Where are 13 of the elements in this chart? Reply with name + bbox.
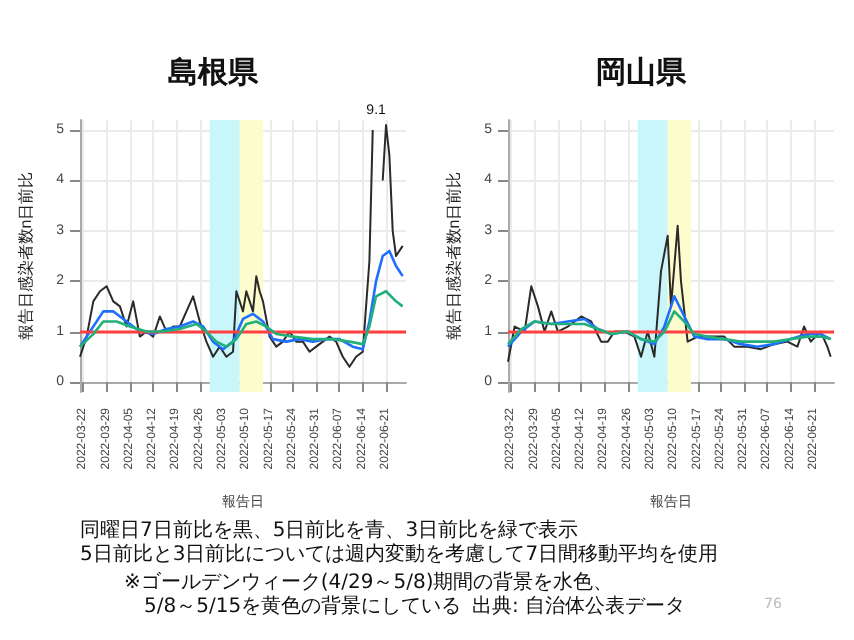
source-note: 出典: 自治体公表データ [472, 593, 686, 620]
chart-title: 岡山県 [596, 56, 688, 90]
text: 同曜日7日前比を黒、5日前比を青、3日前比を緑で表示 [80, 517, 579, 543]
text: 5日前比と3日前比については週内変動を考慮して7日間移動平均を使用 [80, 541, 719, 568]
y-axis-title: 報告日感染者数n日前比 [17, 171, 36, 341]
y-axis-title: 報告日感染者数n日前比 [445, 171, 464, 341]
text: ※ゴールデンウィーク(4/29～5/8)期間の背景を水色、 [124, 569, 614, 595]
line-series [78, 249, 404, 351]
chart-title: 島根県 [168, 56, 260, 90]
line-series [506, 310, 832, 346]
text: 5/8～5/15を黄色の背景にしている [144, 593, 462, 620]
line-series [507, 224, 832, 363]
line-series [78, 289, 404, 348]
